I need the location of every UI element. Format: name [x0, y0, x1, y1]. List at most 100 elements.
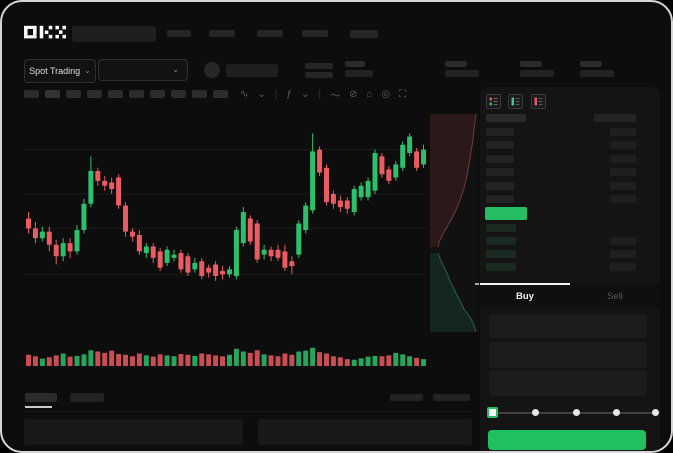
order-price-input[interactable] [489, 314, 647, 338]
interval-button[interactable] [213, 90, 228, 98]
depth-chart[interactable] [430, 114, 479, 332]
candle-body [53, 244, 59, 257]
slider-handle[interactable] [487, 407, 498, 418]
volume-bar [81, 354, 87, 366]
candle-body [421, 149, 427, 165]
amount-slider[interactable] [487, 407, 659, 418]
chart-interval-icon[interactable]: ∿ [240, 88, 249, 100]
bid-row-price[interactable] [486, 237, 516, 245]
volume-bar [240, 351, 246, 366]
order-form-field[interactable] [258, 419, 472, 445]
candle-body [136, 234, 142, 252]
bottom-tab[interactable] [70, 393, 104, 402]
nav-item[interactable] [209, 30, 235, 37]
tab-buy[interactable]: Buy [480, 283, 570, 309]
stat-24h-volume [580, 61, 614, 77]
ask-row-amount[interactable] [610, 195, 636, 203]
interval-button[interactable] [108, 90, 123, 98]
nav-item[interactable] [350, 30, 378, 38]
bid-row-price[interactable] [486, 263, 516, 271]
candle-body [233, 230, 239, 276]
volume-bar [310, 347, 316, 366]
volume-bar [289, 354, 295, 366]
buy-submit-button[interactable] [488, 430, 646, 450]
okx-logo[interactable] [24, 24, 68, 41]
slider-stop[interactable] [532, 409, 539, 416]
pair-selector[interactable]: ⌄ [98, 59, 188, 81]
market-type-selector[interactable]: Spot Trading ⌄ [24, 59, 96, 83]
last-price-placeholder [305, 63, 333, 69]
candle-body [102, 180, 108, 186]
ask-row-price[interactable] [486, 141, 514, 150]
volume-bar [372, 355, 378, 366]
ask-row-amount[interactable] [610, 154, 636, 163]
divider [24, 411, 472, 412]
bid-row-amount[interactable] [610, 250, 636, 258]
bid-row-price[interactable] [486, 224, 516, 232]
book-bids-icon[interactable] [508, 94, 524, 109]
slider-stop[interactable] [613, 409, 620, 416]
ask-row-price[interactable] [486, 128, 514, 136]
nav-item[interactable] [257, 30, 283, 37]
bottom-action[interactable] [433, 394, 470, 401]
candle-body [171, 254, 177, 258]
candlestick-chart[interactable] [24, 114, 427, 366]
volume-bar [379, 356, 385, 366]
order-form-field[interactable] [24, 419, 243, 445]
chevron-down-icon[interactable]: ⌄ [257, 88, 266, 100]
interval-button[interactable] [129, 90, 144, 98]
interval-button[interactable] [66, 90, 81, 98]
candle-body [150, 246, 156, 258]
eraser-icon[interactable]: ⊘ [348, 88, 358, 100]
ask-row-amount[interactable] [610, 128, 636, 136]
ask-row-amount[interactable] [610, 168, 636, 177]
ask-row-amount[interactable] [610, 141, 636, 150]
nav-item[interactable] [302, 30, 328, 37]
ask-row-price[interactable] [486, 195, 514, 203]
interval-button[interactable] [192, 90, 207, 98]
candle-body [164, 249, 170, 263]
bottom-action[interactable] [390, 394, 423, 401]
volume-bar [337, 357, 343, 366]
nav-item[interactable] [167, 30, 191, 37]
ask-row-price[interactable] [486, 154, 514, 163]
ask-row-price[interactable] [486, 168, 514, 177]
bid-row-amount[interactable] [610, 263, 636, 271]
search-input[interactable] [72, 26, 156, 42]
candle-body [46, 231, 52, 245]
volume-bar [123, 354, 129, 366]
slider-stop[interactable] [573, 409, 580, 416]
candle-body [143, 246, 149, 253]
indicators-icon[interactable]: ƒ [286, 88, 292, 100]
last-price-highlight[interactable] [485, 207, 527, 220]
chevron-down-icon[interactable]: ⌄ [300, 88, 310, 100]
candle-body [39, 231, 45, 239]
interval-button[interactable] [150, 90, 165, 98]
tab-sell[interactable]: Sell [570, 283, 660, 309]
book-asks-icon[interactable] [530, 94, 546, 109]
volume-bar [254, 350, 260, 366]
interval-button[interactable] [87, 90, 102, 98]
fullscreen-icon[interactable]: ⛶ [399, 88, 407, 100]
interval-button-active[interactable] [45, 90, 60, 98]
bid-row-amount[interactable] [610, 237, 636, 245]
trade-tabs: Buy Sell [480, 283, 660, 309]
camera-icon[interactable]: ⌂ [366, 88, 373, 100]
line-tool-icon[interactable]: 〜 [329, 90, 340, 102]
order-amount-input[interactable] [489, 342, 647, 368]
slider-stop[interactable] [652, 409, 659, 416]
bid-row-price[interactable] [486, 250, 516, 258]
volume-bar [171, 356, 177, 366]
ask-row-price[interactable] [486, 181, 514, 190]
order-total-input[interactable] [489, 370, 647, 396]
settings-icon[interactable]: ◎ [381, 88, 391, 100]
volume-bar [116, 354, 122, 366]
book-combined-icon[interactable] [486, 94, 501, 109]
chevron-down-icon: ⌄ [172, 65, 179, 74]
volume-bar [220, 356, 226, 366]
interval-button[interactable] [24, 90, 39, 98]
interval-button[interactable] [171, 90, 186, 98]
volume-bar [268, 355, 274, 366]
bottom-tab-active[interactable] [25, 393, 57, 402]
ask-row-amount[interactable] [610, 181, 636, 190]
